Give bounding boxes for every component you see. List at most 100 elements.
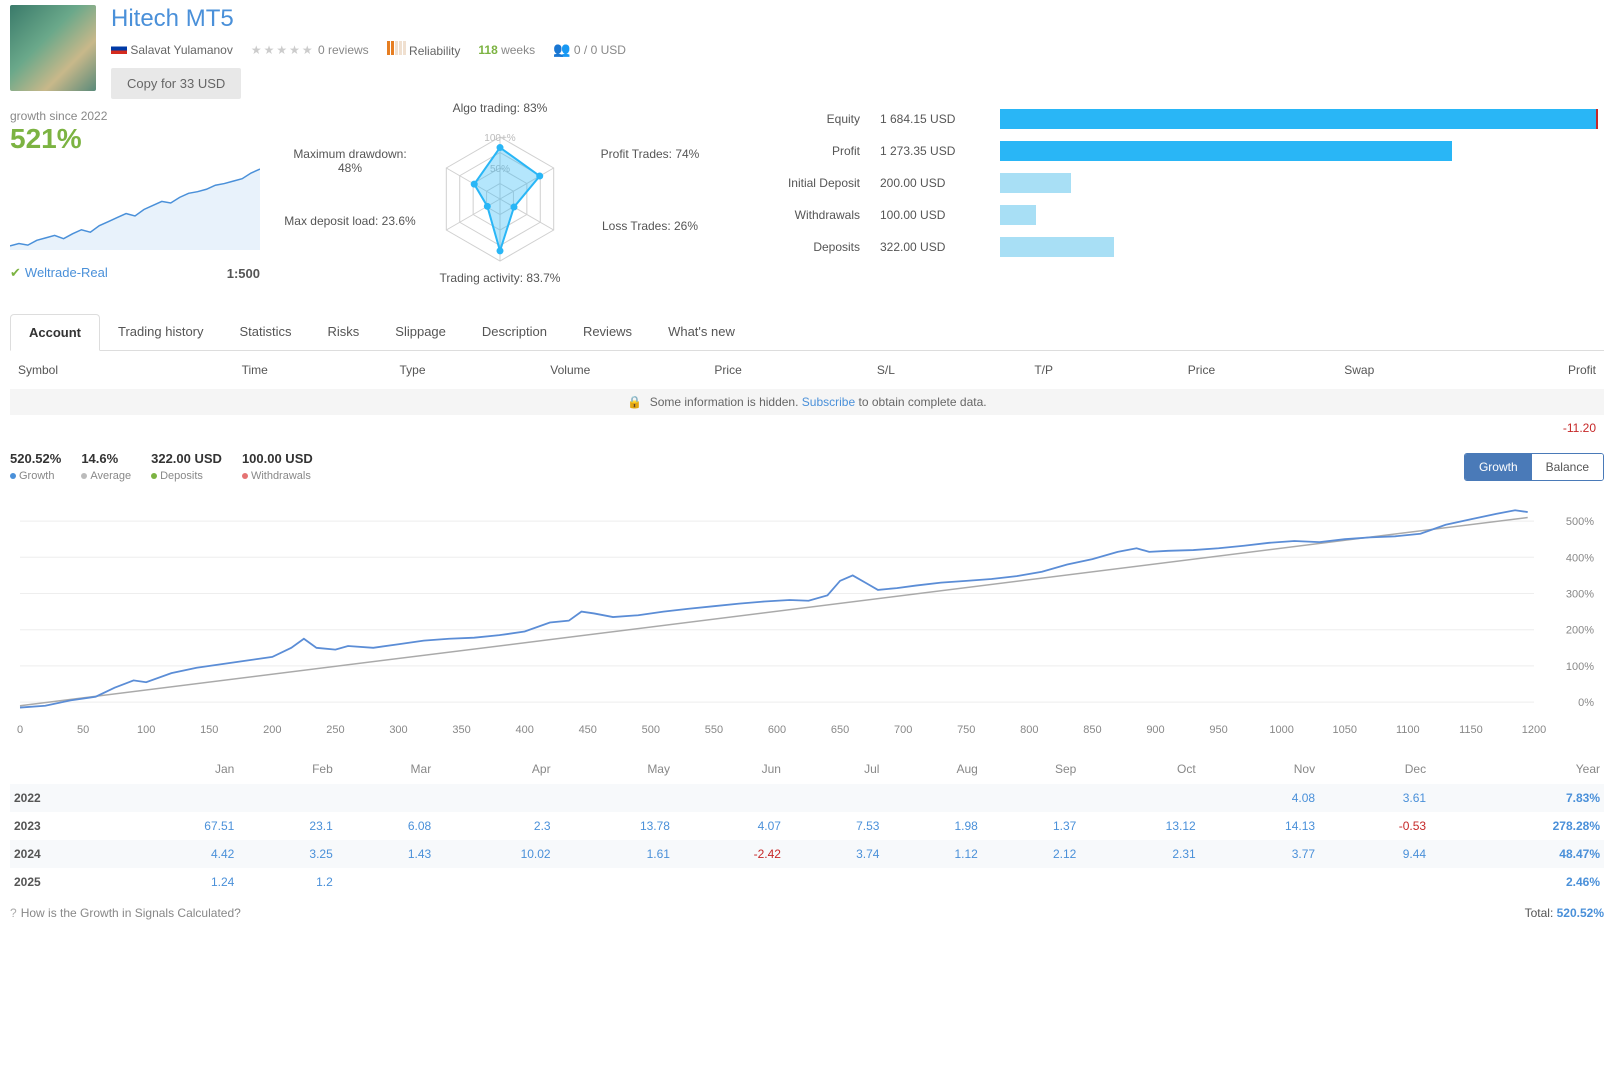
tab-account[interactable]: Account <box>10 314 100 351</box>
table-header-cell: Time <box>176 363 334 377</box>
tab-what's-new[interactable]: What's new <box>650 314 753 350</box>
stat-bar <box>1000 237 1114 257</box>
subscribe-link[interactable]: Subscribe <box>802 395 855 409</box>
tab-statistics[interactable]: Statistics <box>222 314 310 350</box>
svg-text:150: 150 <box>200 724 218 736</box>
tab-trading-history[interactable]: Trading history <box>100 314 222 350</box>
svg-text:1150: 1150 <box>1459 724 1483 736</box>
month-cell <box>883 868 981 896</box>
svg-text:1100: 1100 <box>1396 724 1420 736</box>
stat-value: 322.00 USD <box>880 240 1000 254</box>
broker-name[interactable]: Weltrade-Real <box>25 265 108 280</box>
month-header: Aug <box>883 754 981 784</box>
legend-item: 14.6%Average <box>81 451 131 483</box>
table-header-cell: Price <box>649 363 807 377</box>
svg-text:1200: 1200 <box>1522 724 1546 736</box>
table-row: 20251.241.22.46% <box>10 868 1604 896</box>
month-cell <box>1319 868 1430 896</box>
month-cell <box>555 784 674 812</box>
svg-text:100%: 100% <box>1566 661 1594 673</box>
svg-text:800: 800 <box>1020 724 1038 736</box>
month-cell <box>982 784 1080 812</box>
svg-text:550: 550 <box>705 724 723 736</box>
stat-label: Deposits <box>740 240 880 254</box>
month-cell <box>555 868 674 896</box>
month-cell: -0.53 <box>1319 812 1430 840</box>
toggle-growth[interactable]: Growth <box>1465 454 1532 480</box>
month-cell: 2.46% <box>1430 868 1604 896</box>
reviews-count: 0 reviews <box>318 43 369 57</box>
svg-text:350: 350 <box>452 724 470 736</box>
table-row: 20224.083.617.83% <box>10 784 1604 812</box>
stat-row: Deposits 322.00 USD <box>740 237 1604 257</box>
tab-reviews[interactable]: Reviews <box>565 314 650 350</box>
svg-text:750: 750 <box>957 724 975 736</box>
month-cell <box>785 868 883 896</box>
stat-label: Withdrawals <box>740 208 880 222</box>
lock-icon: 🔒 <box>627 395 642 409</box>
svg-text:450: 450 <box>579 724 597 736</box>
month-cell: 14.13 <box>1200 812 1319 840</box>
tab-risks[interactable]: Risks <box>310 314 378 350</box>
month-cell <box>1200 868 1319 896</box>
month-cell: 6.08 <box>337 812 435 840</box>
toggle-balance[interactable]: Balance <box>1532 454 1603 480</box>
month-cell <box>435 868 554 896</box>
table-row: 202367.5123.16.082.313.784.077.531.981.3… <box>10 812 1604 840</box>
month-header: Jun <box>674 754 785 784</box>
stat-label: Initial Deposit <box>740 176 880 190</box>
month-header: Feb <box>238 754 336 784</box>
month-cell: 1.24 <box>119 868 238 896</box>
radar-label: Maximum drawdown: 48% <box>280 147 420 175</box>
month-cell <box>785 784 883 812</box>
year-cell: 2025 <box>10 868 119 896</box>
author-name[interactable]: Salavat Yulamanov <box>130 43 233 57</box>
svg-text:500%: 500% <box>1566 517 1594 529</box>
svg-text:250: 250 <box>326 724 344 736</box>
leverage: 1:500 <box>227 266 260 281</box>
month-cell: 3.61 <box>1319 784 1430 812</box>
month-cell: 278.28% <box>1430 812 1604 840</box>
month-cell: 13.12 <box>1080 812 1199 840</box>
growth-label: growth since 2022 <box>10 109 260 123</box>
svg-text:1050: 1050 <box>1333 724 1357 736</box>
flag-icon <box>111 43 127 54</box>
tab-description[interactable]: Description <box>464 314 565 350</box>
svg-text:950: 950 <box>1209 724 1227 736</box>
month-cell <box>1080 784 1199 812</box>
month-cell <box>674 868 785 896</box>
month-cell <box>1080 868 1199 896</box>
month-cell <box>982 868 1080 896</box>
copy-button[interactable]: Copy for 33 USD <box>111 68 241 99</box>
radar-label: Profit Trades: 74% <box>580 147 720 161</box>
weeks-label: weeks <box>501 43 535 57</box>
month-cell: 2.12 <box>982 840 1080 868</box>
subscribers: 0 / 0 USD <box>574 43 626 57</box>
svg-text:0%: 0% <box>1578 698 1594 710</box>
month-header: May <box>555 754 674 784</box>
signal-title: Hitech MT5 <box>111 5 1604 33</box>
growth-calc-link[interactable]: ?How is the Growth in Signals Calculated… <box>10 906 241 920</box>
tab-slippage[interactable]: Slippage <box>377 314 464 350</box>
month-cell: 1.43 <box>337 840 435 868</box>
month-cell: 4.42 <box>119 840 238 868</box>
svg-text:850: 850 <box>1083 724 1101 736</box>
month-header: Apr <box>435 754 554 784</box>
stat-value: 200.00 USD <box>880 176 1000 190</box>
avatar <box>10 5 96 91</box>
svg-text:400: 400 <box>515 724 533 736</box>
month-cell: 1.98 <box>883 812 981 840</box>
month-header: Dec <box>1319 754 1430 784</box>
month-header: Nov <box>1200 754 1319 784</box>
people-icon: 👥 <box>553 41 570 57</box>
stat-label: Profit <box>740 144 880 158</box>
svg-text:500: 500 <box>642 724 660 736</box>
total-label: Total: <box>1525 906 1554 920</box>
chart-toggle[interactable]: Growth Balance <box>1464 453 1604 481</box>
reliability-icon <box>387 41 406 55</box>
month-cell: 13.78 <box>555 812 674 840</box>
month-cell: 9.44 <box>1319 840 1430 868</box>
table-header-cell: T/P <box>965 363 1123 377</box>
year-cell: 2022 <box>10 784 119 812</box>
table-header-cell: Symbol <box>10 363 176 377</box>
